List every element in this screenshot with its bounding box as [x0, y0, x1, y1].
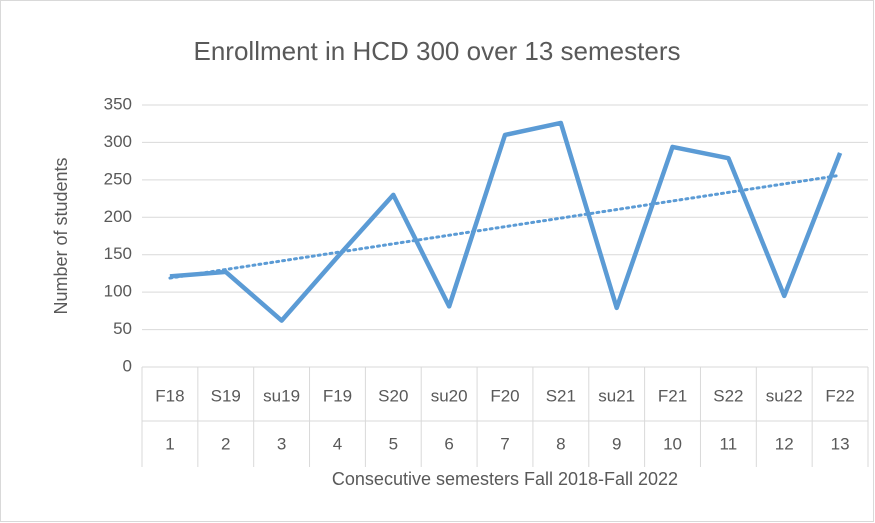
x-tick-label: su22: [766, 386, 803, 405]
y-tick-label: 150: [104, 244, 132, 263]
x-tick-label: su20: [431, 386, 468, 405]
x-tick-label: F19: [323, 386, 352, 405]
x-tick-number: 10: [663, 434, 682, 453]
trendline: [168, 173, 842, 280]
x-tick-label: S19: [211, 386, 241, 405]
x-tick-label: su21: [598, 386, 635, 405]
x-tick-number: 12: [775, 434, 794, 453]
x-tick-label: F18: [155, 386, 184, 405]
x-tick-number: 13: [831, 434, 850, 453]
x-tick-number: 5: [389, 434, 398, 453]
x-tick-number: 7: [500, 434, 509, 453]
data-line: [169, 120, 843, 323]
y-tick-label: 300: [104, 132, 132, 151]
y-tick-label: 0: [123, 356, 132, 375]
x-tick-label: S21: [546, 386, 576, 405]
x-tick-number: 4: [333, 434, 342, 453]
y-tick-label: 250: [104, 169, 132, 188]
y-tick-label: 100: [104, 282, 132, 301]
x-tick-label: S20: [378, 386, 408, 405]
x-tick-number: 11: [720, 434, 738, 453]
x-tick-label: F21: [658, 386, 687, 405]
x-tick-number: 3: [277, 434, 286, 453]
x-axis-title: Consecutive semesters Fall 2018-Fall 202…: [332, 469, 678, 489]
x-tick-number: 2: [221, 434, 230, 453]
x-tick-label: su19: [263, 386, 300, 405]
x-tick-number: 8: [556, 434, 565, 453]
x-tick-label: F20: [490, 386, 519, 405]
x-tick-label: S22: [713, 386, 743, 405]
y-tick-label: 50: [113, 319, 132, 338]
y-axis-title: Number of students: [51, 157, 71, 314]
x-tick-label: F22: [825, 386, 854, 405]
x-tick-number: 1: [165, 434, 174, 453]
y-tick-label: 350: [104, 94, 132, 113]
x-tick-number: 9: [612, 434, 621, 453]
x-tick-number: 6: [444, 434, 453, 453]
y-tick-label: 200: [104, 207, 132, 226]
chart-title: Enrollment in HCD 300 over 13 semesters: [194, 36, 681, 66]
